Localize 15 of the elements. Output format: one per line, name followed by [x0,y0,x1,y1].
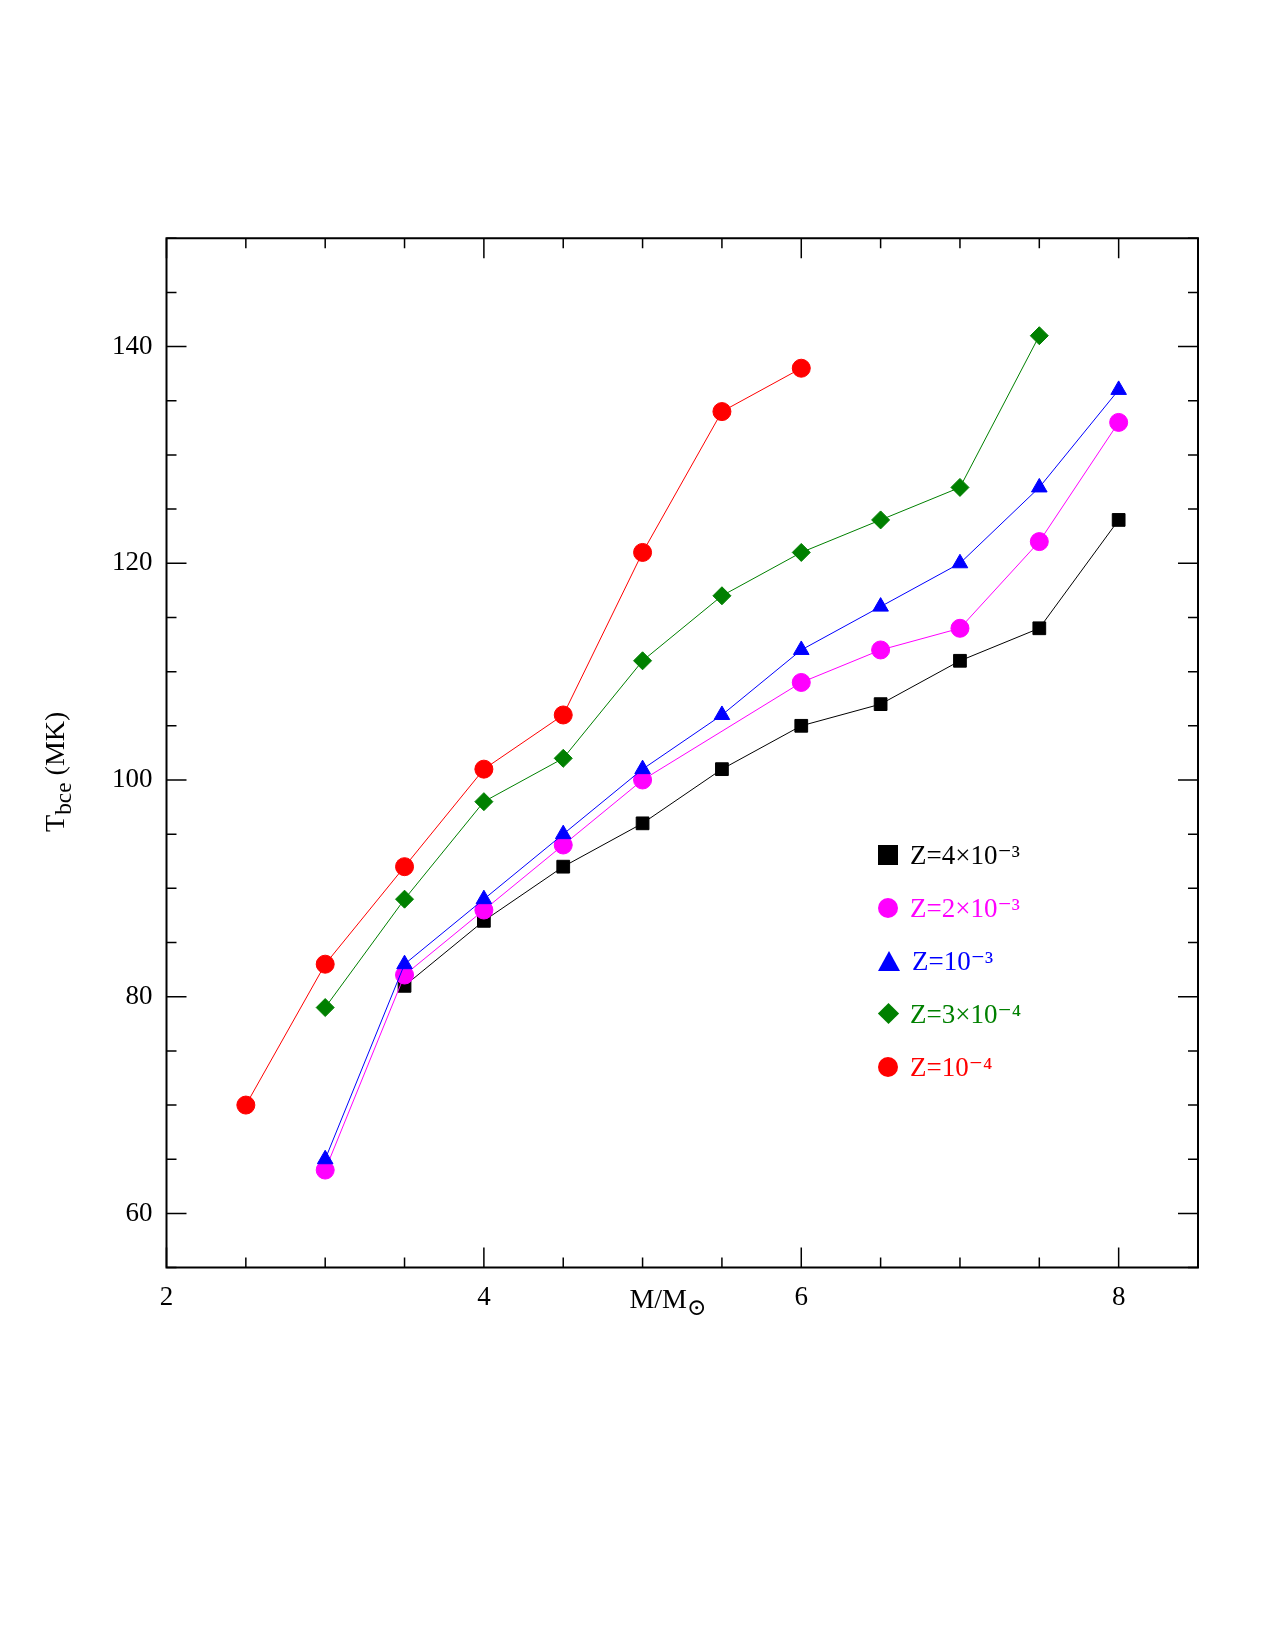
legend-label: Z=2×10⁻³ [910,891,1020,924]
legend-label: Z=10⁻⁴ [910,1050,993,1083]
x-tick-label: 2 [159,1280,174,1311]
x-tick-label: 4 [477,1280,492,1311]
y-tick-label: 60 [125,1196,153,1227]
y-tick-label: 140 [112,329,153,360]
x-tick-label: 6 [794,1280,809,1311]
legend-label: Z=10⁻³ [912,944,994,977]
y-tick-label: 80 [125,979,153,1010]
y-tick-label: 120 [112,546,153,577]
x-axis-title: M/M$_{⊙}$ [628,1283,708,1321]
y-tick-label: 100 [112,763,153,794]
legend-label: Z=3×10⁻⁴ [910,997,1022,1030]
x-tick-label: 8 [1111,1280,1126,1311]
legend-label: Z=4×10⁻³ [910,838,1020,871]
